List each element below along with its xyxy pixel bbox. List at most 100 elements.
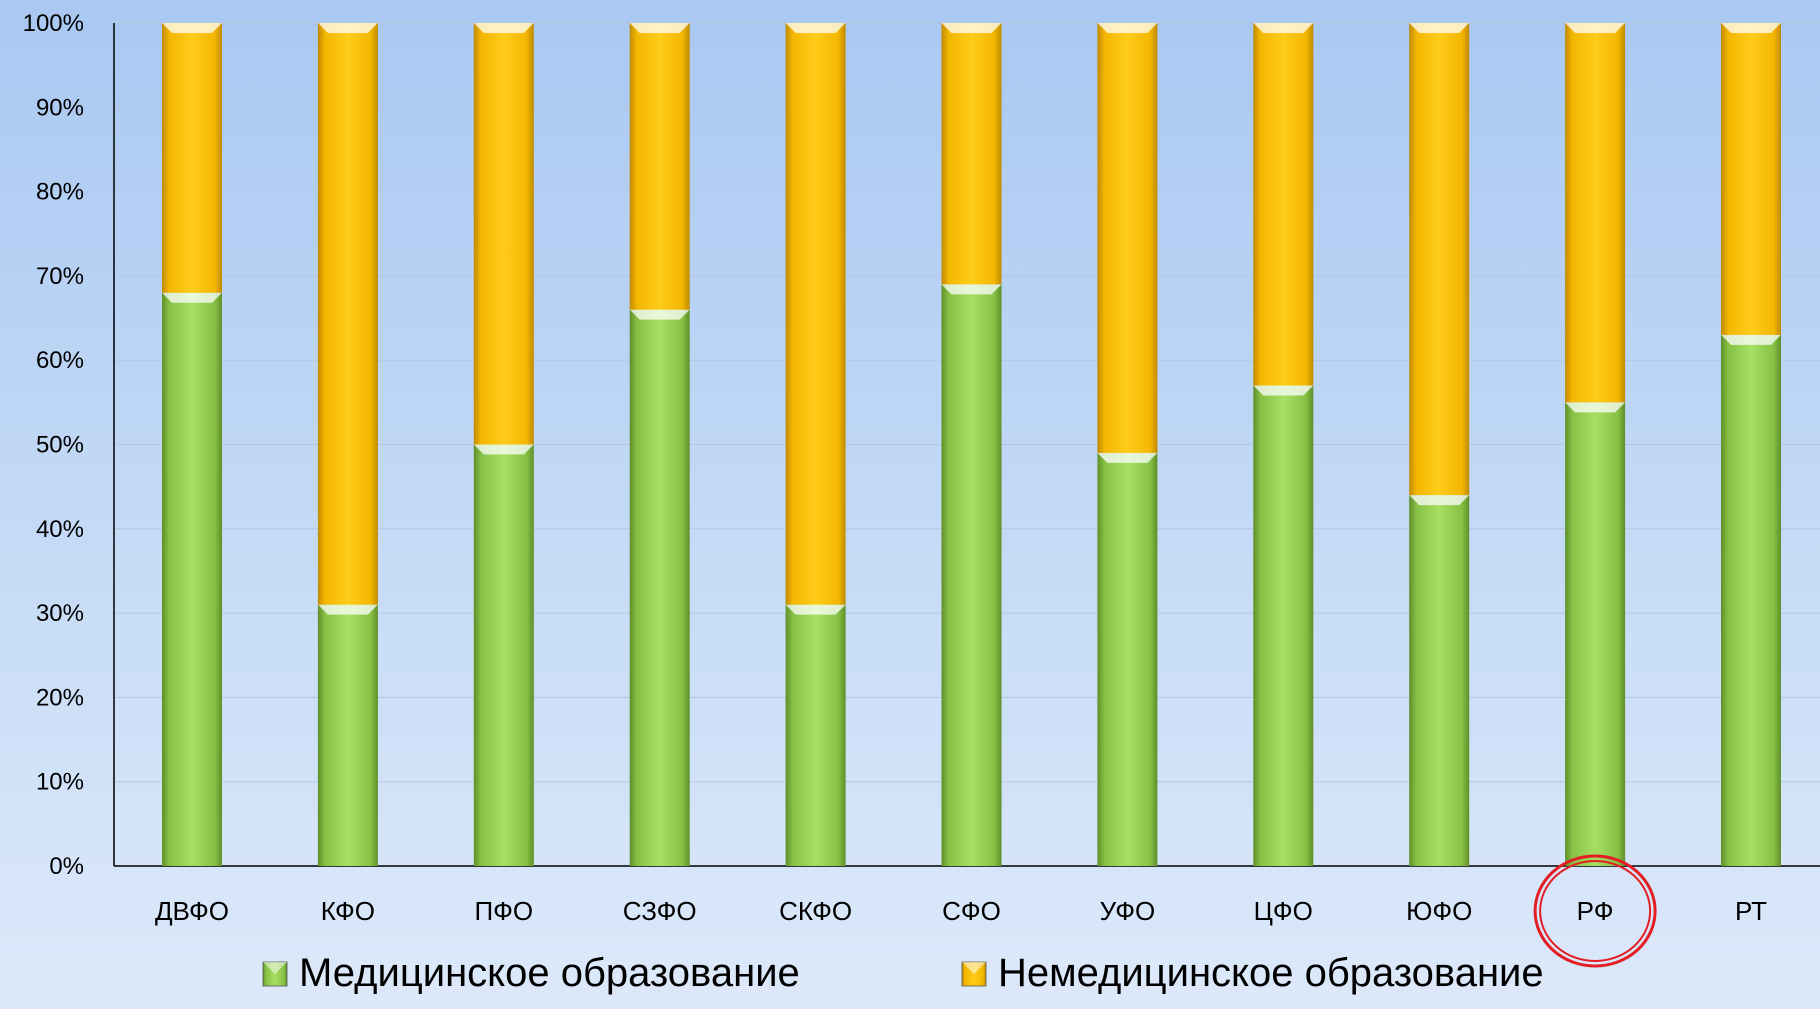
legend-item: Медицинское образование bbox=[262, 951, 800, 995]
bar-bevel bbox=[1253, 385, 1314, 396]
bar bbox=[1721, 23, 1781, 335]
bar-segment bbox=[1253, 385, 1314, 866]
bar-bevel bbox=[941, 23, 1002, 33]
bar bbox=[162, 23, 222, 293]
bar bbox=[1409, 23, 1470, 496]
bar-segment bbox=[473, 444, 534, 866]
bars bbox=[162, 23, 1781, 867]
bar bbox=[941, 284, 1002, 867]
bar bbox=[629, 309, 690, 866]
x-tick-label: СЗФО bbox=[623, 896, 697, 926]
bar-segment bbox=[473, 23, 534, 445]
y-tick-label: 80% bbox=[36, 179, 84, 206]
x-tick-label: ПФО bbox=[474, 896, 533, 926]
legend-swatch-bevel bbox=[263, 962, 287, 974]
bar bbox=[1253, 385, 1314, 866]
y-tick-label: 60% bbox=[36, 347, 84, 374]
bar bbox=[317, 23, 378, 605]
bar bbox=[1253, 23, 1314, 386]
bar bbox=[1097, 23, 1158, 453]
y-tick-label: 30% bbox=[36, 600, 84, 627]
bar-bevel bbox=[1721, 23, 1781, 33]
bar bbox=[1565, 23, 1626, 403]
bar-segment bbox=[785, 604, 846, 866]
bar bbox=[1409, 495, 1470, 866]
legend: Медицинское образование Немедицинское обр… bbox=[262, 951, 1544, 995]
y-axis: 0% 10% 20% 30% 40% 50% 60% 70% 80% 90% 100% bbox=[23, 10, 1820, 880]
bar-segment bbox=[1721, 23, 1781, 335]
bar-segment bbox=[1565, 23, 1626, 403]
bar-segment bbox=[1721, 334, 1781, 866]
bar-bevel bbox=[1565, 23, 1626, 33]
bar-segment bbox=[941, 23, 1002, 285]
bar-bevel bbox=[473, 444, 534, 455]
x-tick-label: РФ bbox=[1577, 896, 1614, 926]
highlight bbox=[1533, 854, 1657, 968]
x-tick-label: ЦФО bbox=[1254, 896, 1313, 926]
legend-label: Немедицинское образование bbox=[998, 951, 1544, 995]
bar-segment bbox=[1097, 23, 1158, 453]
y-tick-label: 100% bbox=[23, 10, 84, 37]
x-tick-label: КФО bbox=[321, 896, 375, 926]
bar-segment bbox=[1097, 452, 1158, 866]
bar-bevel bbox=[1253, 23, 1314, 33]
bar-bevel bbox=[317, 23, 378, 33]
x-tick-label: УФО bbox=[1100, 896, 1156, 926]
bar-bevel bbox=[941, 284, 1002, 295]
bar bbox=[785, 23, 846, 605]
y-tick-label: 10% bbox=[36, 769, 84, 796]
x-tick-label: ДВФО bbox=[155, 896, 229, 926]
bar-bevel bbox=[162, 23, 222, 33]
bar-bevel bbox=[1409, 23, 1470, 33]
bar-segment bbox=[629, 23, 690, 310]
bar-segment bbox=[162, 23, 222, 293]
bar-bevel bbox=[162, 292, 222, 303]
bar bbox=[473, 23, 534, 445]
bar-segment bbox=[785, 23, 846, 605]
y-tick-label: 90% bbox=[36, 94, 84, 121]
x-tick-label: СКФО bbox=[779, 896, 852, 926]
bar bbox=[629, 23, 690, 310]
bar-segment bbox=[317, 23, 378, 605]
bar-segment bbox=[1565, 402, 1626, 866]
bar-segment bbox=[1409, 23, 1470, 496]
x-tick-label: РТ bbox=[1735, 896, 1767, 926]
bar-bevel bbox=[473, 23, 534, 33]
y-tick-label: 20% bbox=[36, 684, 84, 711]
bar-bevel bbox=[317, 604, 378, 615]
bar-segment bbox=[317, 604, 378, 866]
bar-bevel bbox=[1721, 334, 1781, 345]
x-tick-label: СФО bbox=[942, 896, 1001, 926]
bar-segment bbox=[1253, 23, 1314, 386]
legend-label: Медицинское образование bbox=[299, 951, 800, 995]
bar-segment bbox=[941, 284, 1002, 867]
legend-item: Немедицинское образование bbox=[961, 951, 1544, 995]
bar bbox=[473, 444, 534, 866]
bar-bevel bbox=[1097, 452, 1158, 463]
bar-bevel bbox=[629, 309, 690, 320]
bar bbox=[1565, 402, 1626, 866]
x-tick-label: ЮФО bbox=[1406, 896, 1472, 926]
bar-segment bbox=[629, 309, 690, 866]
highlight-circle-outer bbox=[1533, 854, 1657, 968]
bar-bevel bbox=[1565, 402, 1626, 413]
bar bbox=[785, 604, 846, 866]
bar-bevel bbox=[785, 604, 846, 615]
x-axis-labels: ДВФО КФО ПФО СЗФО СКФО СФО УФО ЦФО ЮФО РФ РТ bbox=[155, 896, 1767, 926]
bar-segment bbox=[162, 292, 222, 866]
bar-bevel bbox=[1097, 23, 1158, 33]
bar-bevel bbox=[1409, 495, 1470, 506]
y-tick-label: 70% bbox=[36, 263, 84, 290]
bar bbox=[1097, 452, 1158, 866]
bar bbox=[317, 604, 378, 866]
y-tick-label: 50% bbox=[36, 432, 84, 459]
bar bbox=[941, 23, 1002, 285]
bar-bevel bbox=[785, 23, 846, 33]
highlight-circle-inner bbox=[1539, 860, 1652, 962]
bar bbox=[162, 292, 222, 866]
legend-swatch-bevel bbox=[962, 962, 986, 974]
bar-segment bbox=[1409, 495, 1470, 866]
bar bbox=[1721, 334, 1781, 866]
y-tick-label: 40% bbox=[36, 516, 84, 543]
